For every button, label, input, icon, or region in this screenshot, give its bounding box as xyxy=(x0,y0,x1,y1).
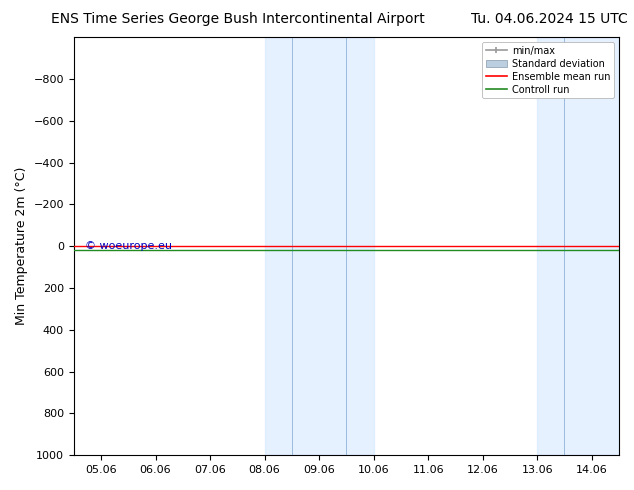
Bar xyxy=(537,37,634,455)
Text: ENS Time Series George Bush Intercontinental Airport: ENS Time Series George Bush Intercontine… xyxy=(51,12,425,26)
Legend: min/max, Standard deviation, Ensemble mean run, Controll run: min/max, Standard deviation, Ensemble me… xyxy=(482,42,614,98)
Text: Tu. 04.06.2024 15 UTC: Tu. 04.06.2024 15 UTC xyxy=(471,12,628,26)
Bar xyxy=(264,37,373,455)
Text: © woeurope.eu: © woeurope.eu xyxy=(85,241,172,251)
Y-axis label: Min Temperature 2m (°C): Min Temperature 2m (°C) xyxy=(15,167,28,325)
